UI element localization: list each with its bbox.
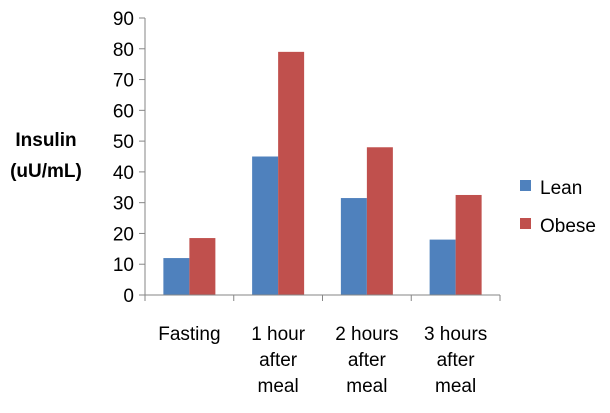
x-category-label-line: meal (435, 376, 476, 397)
x-category-label-line: 3 hours (424, 324, 487, 345)
y-tick-label: 20 (113, 224, 134, 245)
x-category-label: 1 hour after meal (251, 324, 306, 397)
bars (163, 51, 482, 295)
legend: Lean Obese (520, 178, 596, 237)
bar-obese (455, 194, 482, 295)
y-tick-label: 10 (113, 255, 134, 276)
y-tick-label: 80 (113, 40, 134, 61)
x-category-label-line: after (437, 350, 476, 371)
x-category-label-line: after (348, 350, 387, 371)
bar-lean (252, 156, 279, 295)
x-category-label-line: 2 hours (335, 324, 398, 345)
bar-obese (189, 238, 216, 295)
y-tick-label: 40 (113, 163, 134, 184)
x-category-label-line: Fasting (158, 324, 220, 345)
y-axis-ticks: 0 10 20 30 40 50 60 70 80 90 (113, 9, 145, 307)
bar-lean (163, 258, 190, 295)
legend-label-lean: Lean (540, 178, 582, 199)
x-category-label-line: after (259, 350, 298, 371)
y-tick-label: 90 (113, 9, 134, 30)
x-category-label: 2 hours after meal (335, 324, 398, 397)
y-axis-label-line: Insulin (15, 130, 76, 151)
legend-swatch-obese (520, 218, 531, 229)
y-axis-label: Insulin (uU/mL) (10, 130, 82, 182)
y-tick-label: 70 (113, 71, 134, 92)
bar-lean (340, 198, 367, 295)
y-tick-label: 60 (113, 101, 134, 122)
axes (144, 18, 501, 301)
x-category-label-line: meal (346, 376, 387, 397)
x-category-label-line: 1 hour (251, 324, 306, 345)
x-category-label: Fasting (158, 324, 220, 345)
bar-obese (366, 147, 393, 295)
y-axis-label-line: (uU/mL) (10, 161, 82, 182)
x-category-label: 3 hours after meal (424, 324, 487, 397)
legend-label-obese: Obese (540, 216, 596, 237)
y-tick-label: 30 (113, 194, 134, 215)
y-tick-label: 0 (123, 286, 134, 307)
x-category-label-line: meal (258, 376, 299, 397)
bar-lean (429, 239, 456, 295)
legend-swatch-lean (520, 180, 531, 191)
bar-obese (278, 51, 305, 295)
y-tick-label: 50 (113, 132, 134, 153)
